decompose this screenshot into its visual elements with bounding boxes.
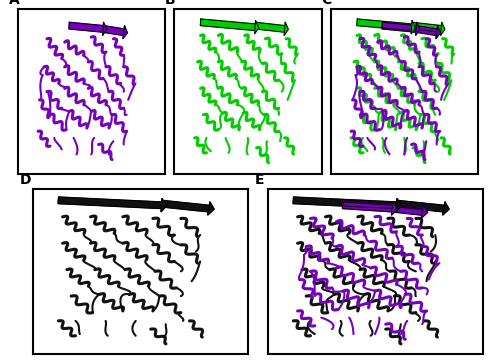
Polygon shape bbox=[392, 205, 423, 215]
Polygon shape bbox=[342, 202, 392, 212]
Polygon shape bbox=[382, 22, 416, 32]
Polygon shape bbox=[440, 22, 445, 36]
Polygon shape bbox=[284, 22, 288, 36]
Polygon shape bbox=[161, 200, 210, 212]
Polygon shape bbox=[123, 26, 128, 39]
Polygon shape bbox=[102, 26, 124, 36]
Polygon shape bbox=[392, 202, 398, 215]
Polygon shape bbox=[357, 19, 412, 30]
Polygon shape bbox=[411, 21, 416, 34]
Polygon shape bbox=[412, 22, 442, 32]
Polygon shape bbox=[102, 22, 106, 36]
Polygon shape bbox=[416, 22, 420, 36]
Polygon shape bbox=[69, 22, 103, 32]
Polygon shape bbox=[436, 26, 440, 39]
Polygon shape bbox=[421, 205, 428, 219]
Polygon shape bbox=[396, 200, 444, 212]
Polygon shape bbox=[208, 202, 214, 215]
Text: A: A bbox=[8, 0, 20, 7]
Text: E: E bbox=[254, 173, 264, 187]
Text: C: C bbox=[322, 0, 332, 7]
Polygon shape bbox=[255, 22, 285, 32]
Text: B: B bbox=[165, 0, 176, 7]
Polygon shape bbox=[200, 19, 256, 30]
Polygon shape bbox=[293, 197, 397, 209]
Polygon shape bbox=[58, 197, 162, 209]
Polygon shape bbox=[161, 199, 167, 212]
Polygon shape bbox=[396, 199, 402, 212]
Polygon shape bbox=[416, 26, 437, 36]
Polygon shape bbox=[254, 21, 259, 34]
Text: D: D bbox=[20, 173, 31, 187]
Polygon shape bbox=[442, 202, 449, 215]
